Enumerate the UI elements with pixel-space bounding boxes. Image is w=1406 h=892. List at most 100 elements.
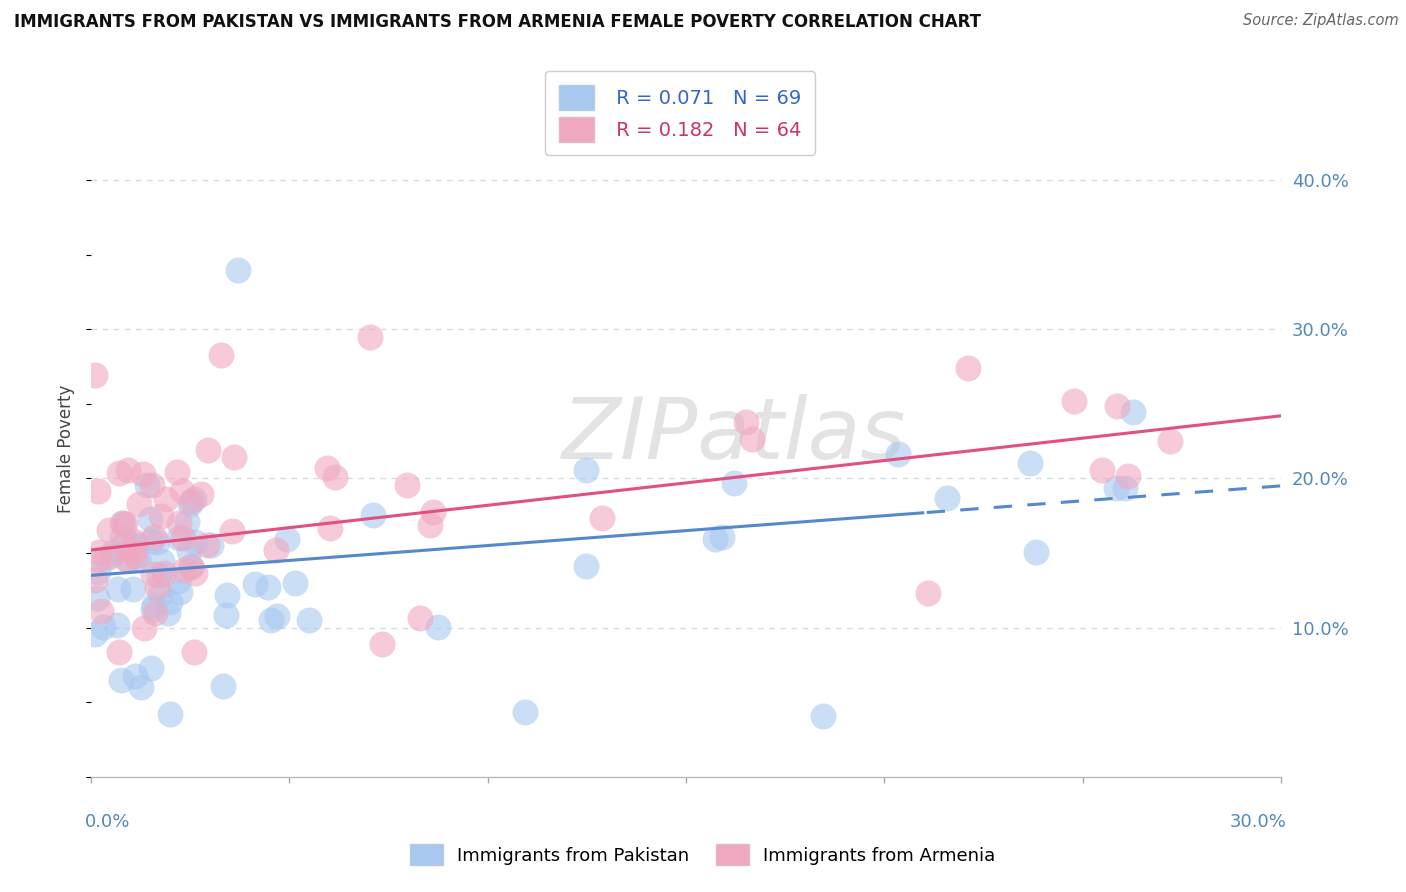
Point — [190, 486, 212, 500]
Point — [143, 530, 166, 544]
Point — [575, 558, 598, 573]
Point — [298, 613, 321, 627]
Point — [316, 460, 339, 475]
Point — [136, 478, 159, 492]
Point — [139, 533, 162, 548]
Point — [183, 645, 205, 659]
Point — [359, 329, 381, 343]
Point — [110, 673, 132, 688]
Point — [173, 564, 195, 578]
Point — [108, 645, 131, 659]
Legend:  R = 0.071   N = 69,  R = 0.182   N = 64: R = 0.071 N = 69, R = 0.182 N = 64 — [546, 71, 814, 155]
Point — [159, 706, 181, 721]
Point — [121, 538, 143, 552]
Point — [167, 516, 190, 531]
Point — [87, 484, 110, 499]
Point — [112, 538, 135, 552]
Point — [1159, 434, 1181, 449]
Point — [264, 542, 287, 557]
Point — [167, 574, 190, 588]
Point — [139, 661, 162, 675]
Point — [887, 447, 910, 461]
Point — [146, 535, 169, 549]
Point — [1018, 456, 1040, 470]
Point — [117, 463, 139, 477]
Point — [122, 534, 145, 549]
Point — [1116, 469, 1139, 483]
Point — [177, 544, 200, 558]
Point — [703, 532, 725, 546]
Point — [156, 607, 179, 621]
Point — [1114, 481, 1136, 495]
Point — [711, 530, 734, 544]
Point — [212, 679, 235, 693]
Point — [180, 494, 202, 508]
Point — [266, 608, 288, 623]
Point — [221, 524, 243, 538]
Point — [957, 361, 980, 376]
Y-axis label: Female Poverty: Female Poverty — [58, 384, 75, 513]
Point — [148, 568, 170, 582]
Point — [98, 523, 121, 537]
Point — [422, 505, 444, 519]
Point — [105, 618, 128, 632]
Point — [184, 566, 207, 581]
Point — [87, 552, 110, 566]
Point — [260, 613, 283, 627]
Point — [84, 573, 107, 587]
Point — [226, 262, 249, 277]
Point — [172, 531, 194, 545]
Point — [131, 467, 153, 482]
Point — [128, 497, 150, 511]
Point — [93, 620, 115, 634]
Point — [142, 602, 165, 616]
Point — [179, 497, 201, 511]
Point — [217, 588, 239, 602]
Point — [100, 549, 122, 563]
Point — [87, 545, 110, 559]
Point — [1063, 394, 1085, 409]
Legend: Immigrants from Pakistan, Immigrants from Armenia: Immigrants from Pakistan, Immigrants fro… — [401, 835, 1005, 874]
Point — [142, 567, 165, 582]
Point — [1091, 463, 1114, 477]
Point — [111, 531, 134, 545]
Text: 30.0%: 30.0% — [1230, 813, 1286, 830]
Point — [90, 604, 112, 618]
Point — [1105, 481, 1128, 495]
Point — [224, 450, 246, 464]
Point — [142, 599, 165, 613]
Point — [143, 606, 166, 620]
Point — [150, 508, 173, 523]
Point — [115, 553, 138, 567]
Point — [180, 559, 202, 574]
Point — [180, 559, 202, 574]
Point — [84, 627, 107, 641]
Point — [284, 575, 307, 590]
Point — [811, 708, 834, 723]
Point — [325, 470, 347, 484]
Text: 0.0%: 0.0% — [86, 813, 131, 830]
Point — [117, 552, 139, 566]
Point — [741, 433, 763, 447]
Point — [127, 548, 149, 562]
Point — [575, 463, 598, 477]
Point — [427, 619, 450, 633]
Point — [363, 508, 385, 523]
Point — [108, 466, 131, 480]
Text: ZIPatlas: ZIPatlas — [561, 394, 905, 477]
Point — [152, 566, 174, 580]
Point — [183, 492, 205, 507]
Point — [86, 591, 108, 605]
Point — [121, 545, 143, 559]
Point — [111, 516, 134, 531]
Point — [723, 475, 745, 490]
Point — [319, 521, 342, 535]
Point — [94, 551, 117, 566]
Point — [84, 368, 107, 382]
Point — [111, 516, 134, 530]
Point — [141, 478, 163, 492]
Point — [169, 584, 191, 599]
Point — [176, 515, 198, 529]
Point — [86, 565, 108, 579]
Point — [172, 484, 194, 499]
